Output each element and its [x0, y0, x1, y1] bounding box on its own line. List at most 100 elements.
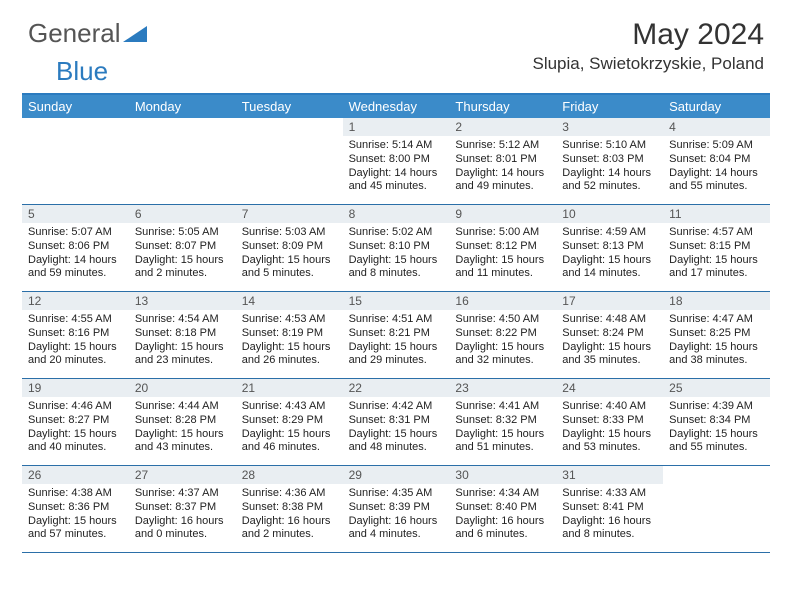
calendar-cell: 19Sunrise: 4:46 AMSunset: 8:27 PMDayligh…	[22, 379, 129, 465]
day-number: 1	[343, 118, 450, 136]
day-number: 9	[449, 205, 556, 223]
day-details: Sunrise: 4:37 AMSunset: 8:37 PMDaylight:…	[129, 484, 236, 546]
day-details: Sunrise: 5:02 AMSunset: 8:10 PMDaylight:…	[343, 223, 450, 285]
calendar-cell: 12Sunrise: 4:55 AMSunset: 8:16 PMDayligh…	[22, 292, 129, 378]
calendar-cell: 22Sunrise: 4:42 AMSunset: 8:31 PMDayligh…	[343, 379, 450, 465]
day-details: Sunrise: 4:40 AMSunset: 8:33 PMDaylight:…	[556, 397, 663, 459]
day-details: Sunrise: 4:38 AMSunset: 8:36 PMDaylight:…	[22, 484, 129, 546]
calendar-cell: 4Sunrise: 5:09 AMSunset: 8:04 PMDaylight…	[663, 118, 770, 204]
day-details: Sunrise: 4:46 AMSunset: 8:27 PMDaylight:…	[22, 397, 129, 459]
calendar-cell: 2Sunrise: 5:12 AMSunset: 8:01 PMDaylight…	[449, 118, 556, 204]
logo: General	[28, 18, 149, 49]
calendar-cell: 30Sunrise: 4:34 AMSunset: 8:40 PMDayligh…	[449, 466, 556, 552]
day-number: 16	[449, 292, 556, 310]
day-header-thursday: Thursday	[449, 95, 556, 118]
calendar-cell: 31Sunrise: 4:33 AMSunset: 8:41 PMDayligh…	[556, 466, 663, 552]
week-row: 5Sunrise: 5:07 AMSunset: 8:06 PMDaylight…	[22, 205, 770, 292]
day-number: 13	[129, 292, 236, 310]
day-header-saturday: Saturday	[663, 95, 770, 118]
day-headers-row: SundayMondayTuesdayWednesdayThursdayFrid…	[22, 95, 770, 118]
day-details: Sunrise: 5:07 AMSunset: 8:06 PMDaylight:…	[22, 223, 129, 285]
calendar-weeks: 1Sunrise: 5:14 AMSunset: 8:00 PMDaylight…	[22, 118, 770, 553]
calendar-cell: 28Sunrise: 4:36 AMSunset: 8:38 PMDayligh…	[236, 466, 343, 552]
day-details: Sunrise: 4:44 AMSunset: 8:28 PMDaylight:…	[129, 397, 236, 459]
day-details: Sunrise: 4:35 AMSunset: 8:39 PMDaylight:…	[343, 484, 450, 546]
calendar-cell: 27Sunrise: 4:37 AMSunset: 8:37 PMDayligh…	[129, 466, 236, 552]
calendar-cell	[22, 118, 129, 204]
day-details: Sunrise: 4:50 AMSunset: 8:22 PMDaylight:…	[449, 310, 556, 372]
calendar-cell	[129, 118, 236, 204]
day-number: 19	[22, 379, 129, 397]
day-details: Sunrise: 4:48 AMSunset: 8:24 PMDaylight:…	[556, 310, 663, 372]
calendar-cell: 21Sunrise: 4:43 AMSunset: 8:29 PMDayligh…	[236, 379, 343, 465]
calendar-cell: 17Sunrise: 4:48 AMSunset: 8:24 PMDayligh…	[556, 292, 663, 378]
month-title: May 2024	[532, 18, 764, 52]
day-details: Sunrise: 4:36 AMSunset: 8:38 PMDaylight:…	[236, 484, 343, 546]
calendar-cell: 20Sunrise: 4:44 AMSunset: 8:28 PMDayligh…	[129, 379, 236, 465]
logo-text-1: General	[28, 18, 121, 49]
day-details: Sunrise: 4:39 AMSunset: 8:34 PMDaylight:…	[663, 397, 770, 459]
day-number: 29	[343, 466, 450, 484]
day-number: 3	[556, 118, 663, 136]
day-number: 10	[556, 205, 663, 223]
calendar-cell: 7Sunrise: 5:03 AMSunset: 8:09 PMDaylight…	[236, 205, 343, 291]
day-number: 30	[449, 466, 556, 484]
calendar-cell	[663, 466, 770, 552]
day-number: 6	[129, 205, 236, 223]
day-details: Sunrise: 4:42 AMSunset: 8:31 PMDaylight:…	[343, 397, 450, 459]
calendar-cell: 1Sunrise: 5:14 AMSunset: 8:00 PMDaylight…	[343, 118, 450, 204]
calendar-cell: 18Sunrise: 4:47 AMSunset: 8:25 PMDayligh…	[663, 292, 770, 378]
day-details: Sunrise: 5:14 AMSunset: 8:00 PMDaylight:…	[343, 136, 450, 198]
calendar: SundayMondayTuesdayWednesdayThursdayFrid…	[22, 93, 770, 553]
day-number: 8	[343, 205, 450, 223]
day-details: Sunrise: 4:53 AMSunset: 8:19 PMDaylight:…	[236, 310, 343, 372]
day-header-friday: Friday	[556, 95, 663, 118]
day-details: Sunrise: 4:59 AMSunset: 8:13 PMDaylight:…	[556, 223, 663, 285]
day-details: Sunrise: 4:51 AMSunset: 8:21 PMDaylight:…	[343, 310, 450, 372]
calendar-cell: 23Sunrise: 4:41 AMSunset: 8:32 PMDayligh…	[449, 379, 556, 465]
day-number: 31	[556, 466, 663, 484]
day-number: 15	[343, 292, 450, 310]
day-header-sunday: Sunday	[22, 95, 129, 118]
calendar-cell: 26Sunrise: 4:38 AMSunset: 8:36 PMDayligh…	[22, 466, 129, 552]
day-number: 14	[236, 292, 343, 310]
day-number: 12	[22, 292, 129, 310]
calendar-cell: 25Sunrise: 4:39 AMSunset: 8:34 PMDayligh…	[663, 379, 770, 465]
calendar-cell: 5Sunrise: 5:07 AMSunset: 8:06 PMDaylight…	[22, 205, 129, 291]
day-number: 23	[449, 379, 556, 397]
day-details: Sunrise: 5:10 AMSunset: 8:03 PMDaylight:…	[556, 136, 663, 198]
week-row: 12Sunrise: 4:55 AMSunset: 8:16 PMDayligh…	[22, 292, 770, 379]
day-number: 18	[663, 292, 770, 310]
day-number: 17	[556, 292, 663, 310]
day-details: Sunrise: 5:09 AMSunset: 8:04 PMDaylight:…	[663, 136, 770, 198]
calendar-cell: 8Sunrise: 5:02 AMSunset: 8:10 PMDaylight…	[343, 205, 450, 291]
day-details: Sunrise: 5:05 AMSunset: 8:07 PMDaylight:…	[129, 223, 236, 285]
day-details: Sunrise: 4:33 AMSunset: 8:41 PMDaylight:…	[556, 484, 663, 546]
week-row: 26Sunrise: 4:38 AMSunset: 8:36 PMDayligh…	[22, 466, 770, 553]
day-header-tuesday: Tuesday	[236, 95, 343, 118]
day-header-monday: Monday	[129, 95, 236, 118]
calendar-cell: 11Sunrise: 4:57 AMSunset: 8:15 PMDayligh…	[663, 205, 770, 291]
day-number: 11	[663, 205, 770, 223]
day-number: 26	[22, 466, 129, 484]
day-details: Sunrise: 4:57 AMSunset: 8:15 PMDaylight:…	[663, 223, 770, 285]
day-number: 5	[22, 205, 129, 223]
day-details: Sunrise: 4:34 AMSunset: 8:40 PMDaylight:…	[449, 484, 556, 546]
day-details: Sunrise: 4:41 AMSunset: 8:32 PMDaylight:…	[449, 397, 556, 459]
day-number: 4	[663, 118, 770, 136]
calendar-cell: 24Sunrise: 4:40 AMSunset: 8:33 PMDayligh…	[556, 379, 663, 465]
day-number: 22	[343, 379, 450, 397]
calendar-cell: 10Sunrise: 4:59 AMSunset: 8:13 PMDayligh…	[556, 205, 663, 291]
day-header-wednesday: Wednesday	[343, 95, 450, 118]
week-row: 19Sunrise: 4:46 AMSunset: 8:27 PMDayligh…	[22, 379, 770, 466]
calendar-cell	[236, 118, 343, 204]
day-details: Sunrise: 4:47 AMSunset: 8:25 PMDaylight:…	[663, 310, 770, 372]
day-number: 2	[449, 118, 556, 136]
day-number: 24	[556, 379, 663, 397]
day-details: Sunrise: 4:43 AMSunset: 8:29 PMDaylight:…	[236, 397, 343, 459]
day-details: Sunrise: 5:12 AMSunset: 8:01 PMDaylight:…	[449, 136, 556, 198]
day-number: 21	[236, 379, 343, 397]
day-number: 25	[663, 379, 770, 397]
day-number: 28	[236, 466, 343, 484]
day-number: 27	[129, 466, 236, 484]
